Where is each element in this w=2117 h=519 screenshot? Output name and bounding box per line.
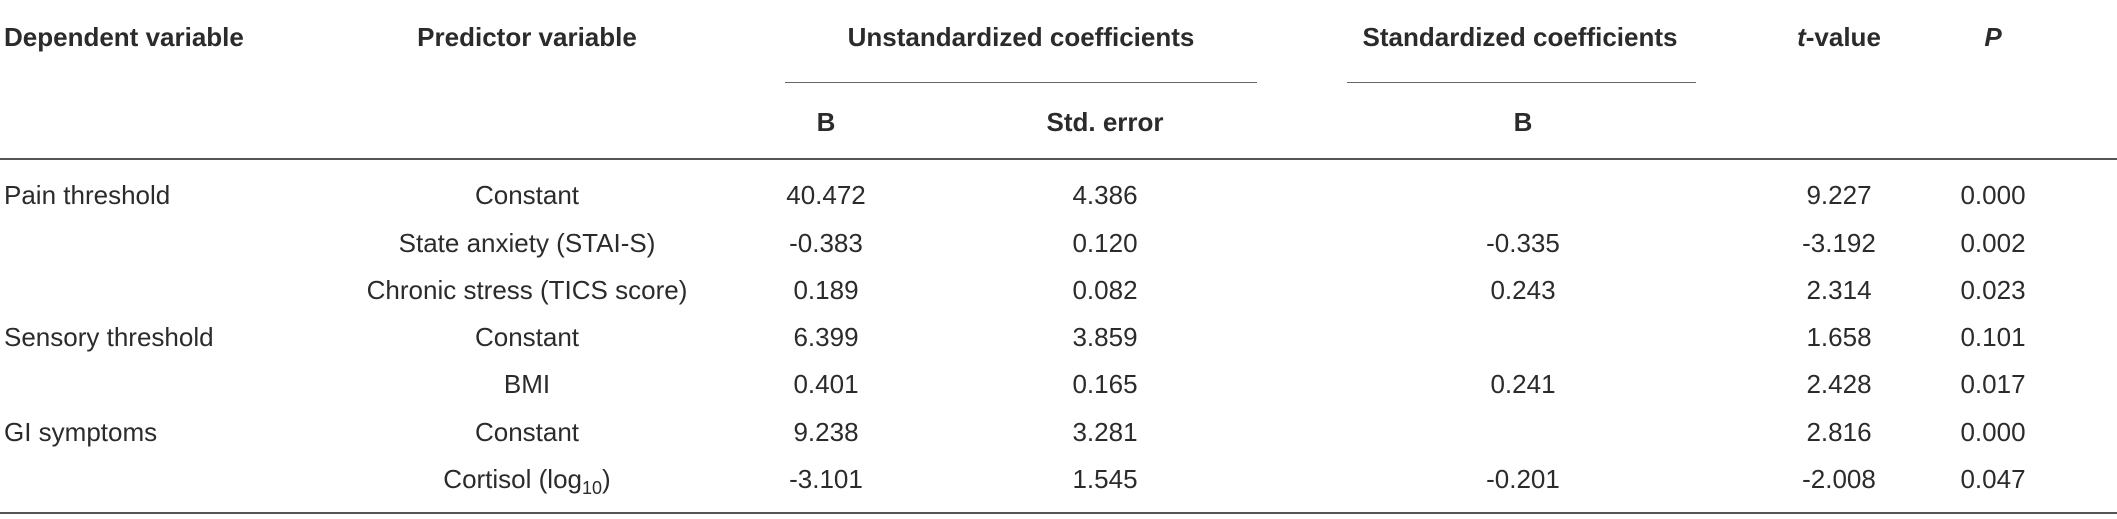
table-cell-t: 2.428 <box>1806 369 1872 399</box>
table-cell-dependent: GI symptoms <box>4 417 158 447</box>
table-cell-predictor: BMI <box>503 369 551 399</box>
table-cell-p: 0.000 <box>1960 417 2026 447</box>
header-predictor-variable: Predictor variable <box>417 22 637 52</box>
table-cell-b: 40.472 <box>786 180 866 210</box>
header-b-standardized: B <box>1513 107 1533 137</box>
unstandardized-group-rule <box>785 82 1257 83</box>
table-cell-p: 0.047 <box>1960 464 2026 494</box>
table-cell-predictor: State anxiety (STAI-S) <box>398 228 656 258</box>
header-p: P <box>1984 22 2001 52</box>
table-cell-se: 4.386 <box>1072 180 1138 210</box>
table-cell-se: 0.120 <box>1072 228 1138 258</box>
header-t-value: t-value <box>1797 22 1881 52</box>
table-cell-b: -0.383 <box>789 228 863 258</box>
table-cell-t: 2.816 <box>1806 417 1872 447</box>
table-cell-beta: -0.335 <box>1486 228 1560 258</box>
table-cell-b: -3.101 <box>789 464 863 494</box>
predictor-main: Cortisol (log <box>443 464 583 494</box>
table-bottom-rule <box>0 512 2117 514</box>
header-standardized-coefficients: Standardized coefficients <box>1362 22 1678 52</box>
table-cell-b: 0.401 <box>793 369 859 399</box>
header-bottom-rule <box>0 158 2117 160</box>
table-cell-t: 2.314 <box>1806 275 1872 305</box>
header-dependent-variable: Dependent variable <box>4 22 244 52</box>
table-cell-se: 3.859 <box>1072 322 1138 352</box>
table-cell-t: 9.227 <box>1806 180 1872 210</box>
table-cell-t: 1.658 <box>1806 322 1872 352</box>
header-b-unstandardized: B <box>816 107 836 137</box>
table-cell-se: 1.545 <box>1072 464 1138 494</box>
table-cell-dependent: Pain threshold <box>4 180 171 210</box>
table-cell-predictor: Chronic stress (TICS score) <box>366 275 688 305</box>
table-cell-b: 6.399 <box>793 322 859 352</box>
table-cell-p: 0.101 <box>1960 322 2026 352</box>
table-cell-se: 0.082 <box>1072 275 1138 305</box>
table-cell-p: 0.002 <box>1960 228 2026 258</box>
standardized-group-rule <box>1347 82 1696 83</box>
table-cell-beta: -0.201 <box>1486 464 1560 494</box>
table-cell-predictor: Constant <box>474 417 580 447</box>
table-cell-b: 9.238 <box>793 417 859 447</box>
table-cell-predictor: Constant <box>474 180 580 210</box>
table-cell-t: -3.192 <box>1802 228 1876 258</box>
header-std-error: Std. error <box>1046 107 1164 137</box>
table-cell-predictor: Cortisol (log10) <box>443 464 611 497</box>
table-cell-p: 0.000 <box>1960 180 2026 210</box>
header-t-rest: -value <box>1805 22 1881 52</box>
table-cell-dependent: Sensory threshold <box>4 322 214 352</box>
table-cell-predictor: Constant <box>474 322 580 352</box>
table-cell-p: 0.023 <box>1960 275 2026 305</box>
table-cell-se: 0.165 <box>1072 369 1138 399</box>
predictor-subscript: 10 <box>582 478 603 498</box>
header-unstandardized-coefficients: Unstandardized coefficients <box>847 22 1195 52</box>
predictor-end: ) <box>602 464 611 494</box>
header-p-italic: P <box>1984 22 2002 52</box>
table-cell-beta: 0.243 <box>1490 275 1556 305</box>
table-cell-t: -2.008 <box>1802 464 1876 494</box>
table-cell-se: 3.281 <box>1072 417 1138 447</box>
header-t-italic: t <box>1797 22 1806 52</box>
table-cell-beta: 0.241 <box>1490 369 1556 399</box>
table-cell-b: 0.189 <box>793 275 859 305</box>
table-cell-p: 0.017 <box>1960 369 2026 399</box>
